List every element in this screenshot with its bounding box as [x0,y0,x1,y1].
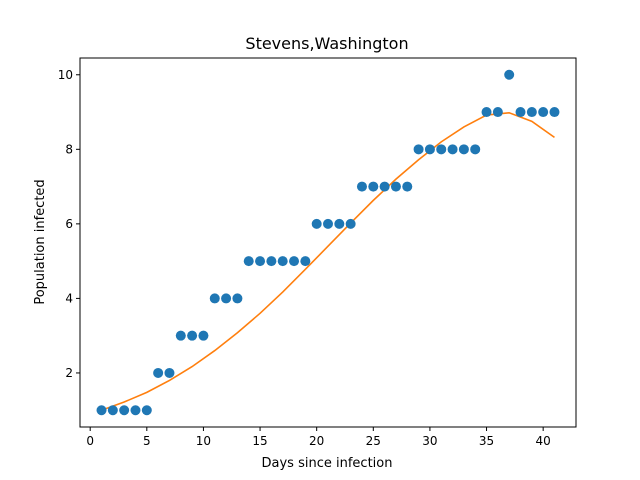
x-tick-label: 30 [422,434,437,448]
x-tick-label: 5 [143,434,151,448]
data-point [119,405,130,416]
data-point [356,181,367,192]
y-axis-label: Population infected [33,179,48,304]
data-point [323,218,333,229]
data-point [232,293,243,304]
data-point [243,256,254,267]
data-point [198,330,209,341]
data-point [221,293,232,304]
data-point [209,293,220,304]
data-point [175,330,186,341]
data-point [130,405,141,416]
data-point [424,144,435,155]
data-point [470,144,481,155]
x-tick-label: 10 [196,434,211,448]
y-tick-label: 2 [65,366,73,380]
data-point [345,218,356,229]
data-point [481,107,492,118]
data-point [447,144,458,155]
y-tick-label: 4 [65,291,73,305]
x-tick-label: 25 [366,434,381,448]
data-point [504,69,515,80]
data-point [458,144,469,155]
data-point [402,181,413,192]
x-axis-label: Days since infection [262,456,393,471]
y-tick-label: 8 [65,142,73,156]
data-point [153,367,164,378]
data-point [266,256,277,267]
data-point [436,144,447,155]
plot-area [96,69,560,416]
data-point [96,405,107,416]
data-point [164,367,175,378]
y-tick-label: 10 [58,68,73,82]
data-point [277,256,288,267]
data-point [255,256,266,267]
data-point [334,218,345,229]
data-point [390,181,401,192]
data-point [538,107,549,118]
data-point [413,144,424,155]
x-tick-label: 0 [86,434,94,448]
data-point [492,107,503,118]
x-tick-label: 15 [252,434,267,448]
data-point [289,256,300,267]
data-point [526,107,537,118]
y-tick-label: 6 [65,217,73,231]
x-tick-label: 40 [536,434,551,448]
data-point [368,181,379,192]
axis-ticks: 0 5 10 15 20 25 30 35 40 2 4 6 8 10 [58,68,551,448]
data-point [141,405,152,416]
chart-title: Stevens,Washington [245,34,408,53]
fit-line [101,111,555,411]
x-tick-label: 35 [479,434,494,448]
data-point [300,256,311,267]
data-point [379,181,390,192]
data-point [515,107,526,118]
data-point [311,218,322,229]
axes-frame [79,57,577,428]
x-tick-label: 20 [309,434,324,448]
data-point [107,405,118,416]
data-point [549,107,560,118]
data-point [187,330,198,341]
